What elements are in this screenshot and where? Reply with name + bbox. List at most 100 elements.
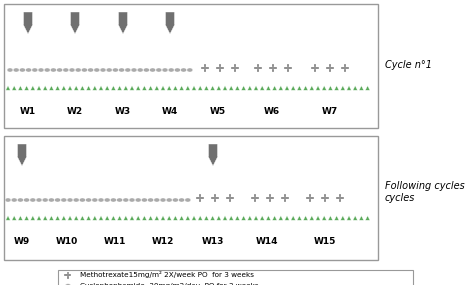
Polygon shape — [303, 216, 308, 220]
Polygon shape — [247, 216, 252, 220]
Ellipse shape — [117, 198, 122, 202]
Ellipse shape — [13, 68, 19, 72]
Polygon shape — [287, 64, 289, 72]
Polygon shape — [365, 86, 370, 90]
Polygon shape — [309, 194, 311, 202]
Polygon shape — [272, 64, 274, 72]
Polygon shape — [334, 216, 339, 220]
Polygon shape — [30, 86, 35, 90]
Polygon shape — [229, 86, 234, 90]
Polygon shape — [111, 86, 116, 90]
Polygon shape — [316, 216, 320, 220]
Polygon shape — [284, 67, 292, 69]
Polygon shape — [161, 216, 165, 220]
Polygon shape — [105, 86, 109, 90]
Polygon shape — [192, 216, 196, 220]
Polygon shape — [347, 86, 351, 90]
Ellipse shape — [150, 68, 155, 72]
Polygon shape — [353, 216, 357, 220]
Polygon shape — [285, 216, 289, 220]
Polygon shape — [23, 12, 33, 34]
Polygon shape — [74, 216, 79, 220]
Ellipse shape — [125, 68, 131, 72]
Polygon shape — [226, 197, 234, 199]
Text: W10: W10 — [56, 237, 78, 247]
Ellipse shape — [80, 198, 85, 202]
Polygon shape — [155, 216, 159, 220]
Polygon shape — [269, 194, 271, 202]
Polygon shape — [173, 86, 178, 90]
Ellipse shape — [100, 68, 106, 72]
Polygon shape — [142, 86, 146, 90]
Ellipse shape — [148, 198, 154, 202]
Ellipse shape — [57, 68, 63, 72]
Polygon shape — [359, 86, 364, 90]
Text: Cyclophophamide  30mg/m2/day  PO for 3 weeks: Cyclophophamide 30mg/m2/day PO for 3 wee… — [80, 283, 259, 285]
Polygon shape — [311, 67, 319, 69]
Text: Methotrexate15mg/m² 2X/week PO  for 3 weeks: Methotrexate15mg/m² 2X/week PO for 3 wee… — [80, 272, 254, 278]
Polygon shape — [254, 86, 258, 90]
Ellipse shape — [26, 68, 31, 72]
Polygon shape — [24, 216, 29, 220]
Polygon shape — [365, 216, 370, 220]
Polygon shape — [359, 216, 364, 220]
Polygon shape — [214, 194, 216, 202]
Polygon shape — [167, 216, 172, 220]
Polygon shape — [326, 67, 334, 69]
Ellipse shape — [168, 68, 174, 72]
Polygon shape — [17, 144, 27, 166]
Polygon shape — [167, 86, 172, 90]
Polygon shape — [297, 86, 301, 90]
Polygon shape — [99, 216, 103, 220]
Polygon shape — [297, 216, 301, 220]
Polygon shape — [204, 86, 209, 90]
Polygon shape — [148, 216, 153, 220]
Polygon shape — [303, 86, 308, 90]
Text: W3: W3 — [115, 107, 131, 117]
Ellipse shape — [162, 68, 168, 72]
Polygon shape — [155, 86, 159, 90]
Polygon shape — [43, 86, 47, 90]
Ellipse shape — [7, 68, 13, 72]
Polygon shape — [148, 86, 153, 90]
Polygon shape — [279, 216, 283, 220]
Text: W11: W11 — [104, 237, 126, 247]
Polygon shape — [92, 86, 97, 90]
Polygon shape — [284, 194, 286, 202]
Polygon shape — [12, 86, 17, 90]
Ellipse shape — [11, 198, 17, 202]
Ellipse shape — [19, 68, 25, 72]
Polygon shape — [198, 86, 202, 90]
Ellipse shape — [61, 198, 67, 202]
Polygon shape — [260, 216, 264, 220]
Ellipse shape — [112, 68, 118, 72]
Polygon shape — [223, 86, 227, 90]
Ellipse shape — [104, 198, 110, 202]
Polygon shape — [254, 216, 258, 220]
Polygon shape — [310, 216, 314, 220]
Polygon shape — [235, 216, 240, 220]
Ellipse shape — [179, 198, 184, 202]
Polygon shape — [24, 86, 29, 90]
Text: W14: W14 — [256, 237, 278, 247]
Polygon shape — [229, 216, 234, 220]
Polygon shape — [204, 216, 209, 220]
Polygon shape — [12, 216, 17, 220]
Polygon shape — [229, 194, 231, 202]
Polygon shape — [279, 86, 283, 90]
Polygon shape — [67, 272, 69, 278]
Polygon shape — [201, 67, 209, 69]
Polygon shape — [334, 86, 339, 90]
Ellipse shape — [118, 68, 125, 72]
FancyBboxPatch shape — [58, 270, 413, 285]
Polygon shape — [185, 86, 190, 90]
Polygon shape — [217, 216, 221, 220]
Ellipse shape — [82, 68, 87, 72]
Polygon shape — [266, 216, 271, 220]
Ellipse shape — [144, 68, 149, 72]
Ellipse shape — [181, 68, 186, 72]
Polygon shape — [198, 216, 202, 220]
Polygon shape — [208, 144, 218, 166]
Text: Following cycles
cycles: Following cycles cycles — [385, 181, 465, 203]
Polygon shape — [136, 86, 140, 90]
